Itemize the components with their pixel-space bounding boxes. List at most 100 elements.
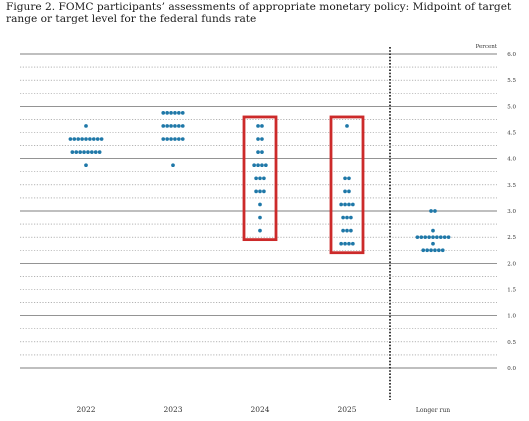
dot (260, 150, 264, 154)
dot (258, 176, 262, 181)
y-tick-label: 6.0 (507, 52, 516, 58)
dot (437, 248, 441, 253)
dot (256, 150, 260, 154)
dot (264, 163, 268, 168)
x-tick-label: 2022 (76, 405, 95, 414)
dot (180, 124, 185, 128)
dot (161, 137, 166, 141)
dot (99, 137, 104, 141)
y-tick-label: 0.5 (507, 340, 516, 346)
y-tick-label: 1.5 (507, 288, 516, 294)
dot (339, 241, 343, 246)
dot (256, 124, 260, 128)
dot (351, 241, 355, 246)
dot (339, 202, 343, 207)
dot (341, 215, 345, 220)
dot (177, 124, 181, 128)
dot (173, 124, 177, 128)
chart-title: Figure 2. FOMC participants’ assessments… (6, 1, 512, 25)
dot (84, 124, 88, 128)
y-tick-label: 4.0 (507, 157, 516, 163)
dot (262, 189, 266, 194)
dot (347, 241, 351, 246)
dot (180, 137, 185, 141)
dot (429, 248, 433, 253)
y-tick-label: 2.5 (507, 235, 516, 241)
y-tick-label: 3.5 (507, 183, 516, 189)
dot (254, 189, 258, 194)
dot (258, 228, 262, 233)
dot (345, 215, 349, 220)
dot (345, 124, 349, 128)
dot (433, 248, 437, 253)
dots (68, 111, 451, 253)
dot (173, 137, 177, 141)
dot (351, 202, 355, 207)
dot (76, 137, 81, 141)
dot (72, 137, 77, 141)
x-tick-label: Longer run (416, 407, 450, 414)
y-tick-label: 4.5 (507, 131, 516, 137)
x-axis-ticks: 2022 2023 2024 2025 Longer run (76, 405, 450, 414)
dot (70, 150, 75, 154)
y-tick-label: 5.0 (507, 104, 516, 110)
dot (260, 163, 264, 168)
dot (431, 228, 435, 233)
dot (425, 248, 429, 253)
dot (161, 111, 166, 115)
dot (440, 248, 445, 253)
dot (349, 228, 353, 233)
dot (177, 111, 181, 115)
dot (341, 228, 345, 233)
dot (82, 150, 86, 154)
dot (93, 150, 98, 154)
dot (347, 176, 351, 181)
dot (171, 163, 175, 168)
dot (169, 137, 173, 141)
highlight-box-2024 (242, 115, 278, 242)
dot (165, 137, 169, 141)
dot (343, 189, 347, 194)
dot (254, 176, 258, 181)
dot (343, 241, 347, 246)
dot (419, 235, 424, 240)
y-tick-label: 2.0 (507, 261, 516, 267)
dot (256, 137, 260, 141)
dot (415, 235, 420, 240)
dot (169, 111, 173, 115)
y-tick-label: 1.0 (507, 314, 516, 320)
dot (177, 137, 181, 141)
dot (345, 228, 349, 233)
y-axis-unit-label: Percent (476, 44, 498, 50)
grid-lines (20, 53, 497, 369)
dot (258, 189, 262, 194)
dot (165, 124, 169, 128)
dot (260, 137, 264, 141)
highlight-boxes (242, 115, 365, 255)
dot (421, 248, 426, 253)
dot (169, 124, 173, 128)
dot (173, 111, 177, 115)
dot (260, 124, 264, 128)
dot (343, 176, 347, 181)
dot (431, 241, 435, 246)
dot (433, 209, 437, 213)
dot (343, 202, 347, 207)
dot (90, 150, 94, 154)
dot (84, 137, 88, 141)
dot (438, 235, 443, 240)
y-tick-label: 0.0 (507, 366, 516, 372)
dot (431, 235, 435, 240)
dot (68, 137, 73, 141)
dot (80, 137, 84, 141)
dot (423, 235, 428, 240)
dot (347, 189, 351, 194)
dot (446, 235, 451, 240)
dot (427, 235, 431, 240)
dot (91, 137, 96, 141)
dot (84, 163, 88, 168)
dot (262, 176, 266, 181)
dot (88, 137, 92, 141)
dot (252, 163, 256, 168)
dot (442, 235, 447, 240)
